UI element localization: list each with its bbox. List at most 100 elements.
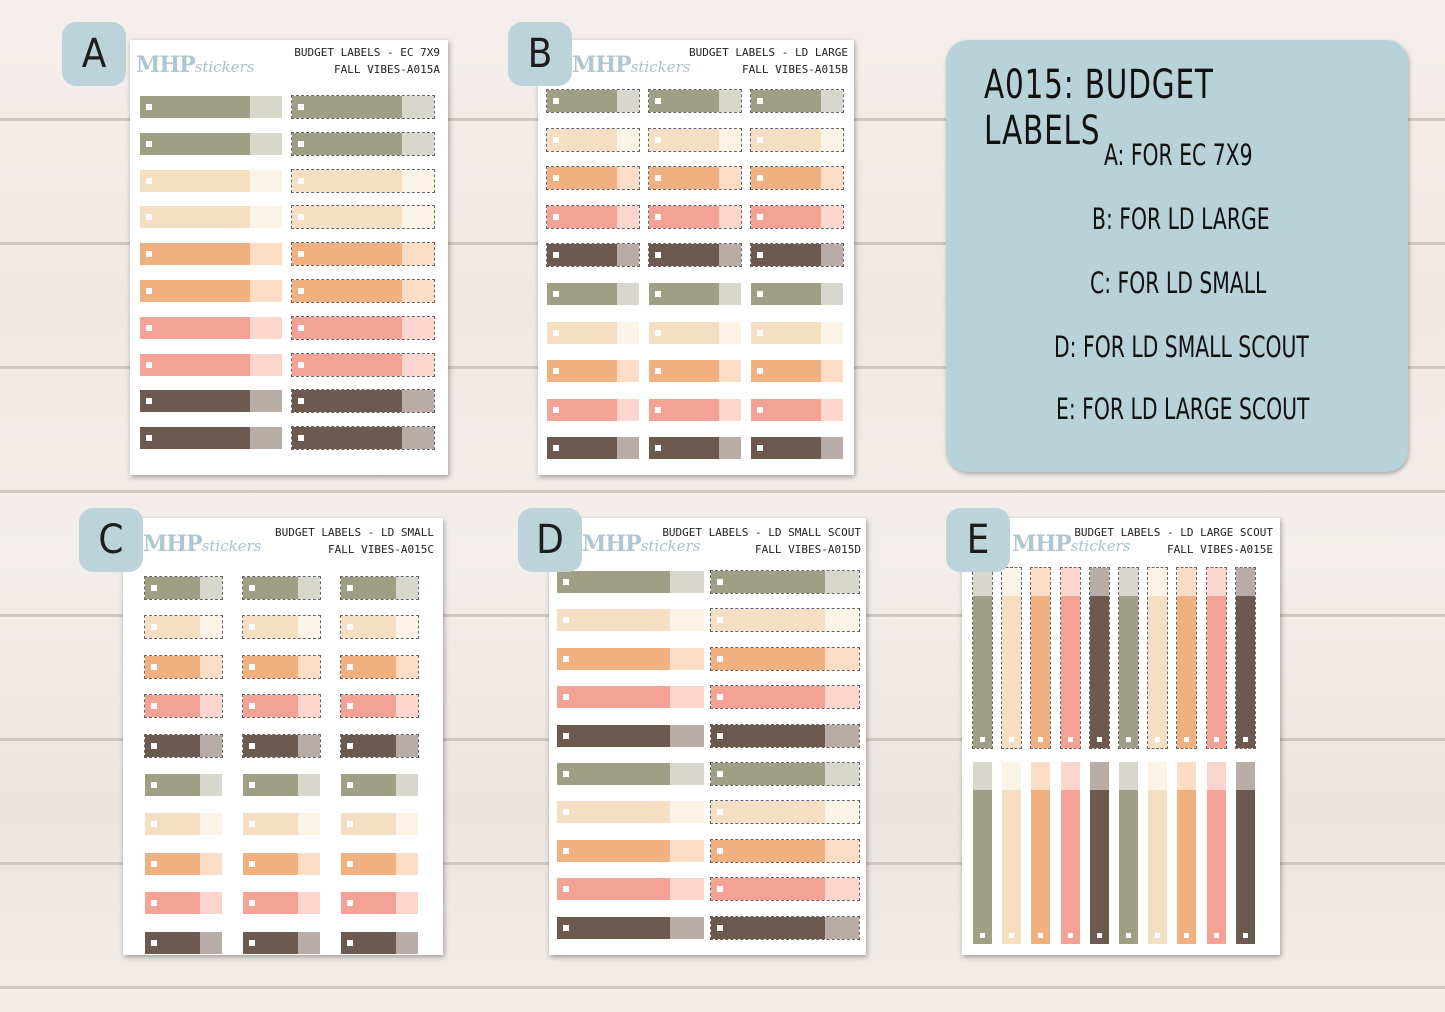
label-c-col2 [243,852,320,875]
vlabel-e-bottom [1177,762,1197,944]
label-a-left [140,96,282,118]
vlabel-e-bottom [1089,762,1109,944]
label-b-col1 [546,89,640,113]
label-a-right [291,352,435,377]
label-c-col3 [341,931,418,954]
label-b-col3 [750,204,844,229]
sheet-title-line1: BUDGET LABELS - LD SMALL [275,526,434,539]
label-a-right [291,95,435,119]
vlabel-e-bottom [1031,762,1051,944]
sheet-title-line2: FALL VIBES-A015B [742,63,848,76]
vlabel-e-top [1001,567,1023,749]
logo-a: MHPstickers [136,52,254,78]
label-c-col3 [341,774,418,796]
label-c-col1 [145,774,222,796]
logo-b: MHPstickers [572,52,690,78]
info-line-b: B: FOR LD LARGE [1092,202,1270,236]
label-b-col3 [751,437,843,460]
vlabel-e-top [1234,567,1256,749]
label-c-col3 [340,694,419,719]
label-d-right [710,800,860,825]
label-d-left [557,763,704,785]
vlabel-e-top [1147,567,1169,749]
label-a-left [140,169,282,192]
sheet-title-line1: BUDGET LABELS - LD SMALL SCOUT [662,526,861,539]
label-a-right [291,168,435,193]
badge-c: C [79,508,143,572]
label-c-col1 [144,694,223,719]
sheet-d-title: BUDGET LABELS - LD SMALL SCOUT FALL VIBE… [662,524,861,558]
label-a-left [140,243,282,266]
label-b-col1 [547,321,639,344]
badge-e: E [946,508,1010,572]
label-c-col2 [242,733,321,758]
label-a-right [291,279,435,303]
sheet-e-title: BUDGET LABELS - LD LARGE SCOUT FALL VIBE… [1074,524,1273,558]
label-d-right [710,915,860,940]
label-d-left [557,801,704,824]
logo-e: MHPstickers [1012,531,1130,557]
label-b-col1 [547,283,639,305]
sheet-title-line1: BUDGET LABELS - LD LARGE SCOUT [1074,526,1273,539]
label-c-col1 [145,931,222,954]
label-c-col1 [144,733,223,758]
info-line-a: A: FOR EC 7X9 [1104,138,1253,172]
label-d-left [557,609,704,632]
label-b-col2 [648,166,742,191]
label-b-col2 [648,204,742,229]
label-a-left [140,132,282,155]
label-d-left [557,878,704,901]
label-c-col2 [242,615,321,640]
info-line-d: D: FOR LD SMALL SCOUT [1054,330,1309,364]
label-a-left [140,206,282,229]
label-a-left [140,280,282,302]
vlabel-e-top [1088,567,1110,749]
label-d-right [710,723,860,748]
sheet-title-line2: FALL VIBES-A015E [1167,543,1273,556]
label-b-col1 [546,243,640,268]
badge-d: D [518,508,582,572]
label-a-right [291,389,435,414]
label-a-right [291,242,435,267]
label-d-right [710,877,860,902]
vlabel-e-top [972,567,993,749]
label-b-col1 [546,166,640,191]
vlabel-e-bottom [1002,762,1022,944]
info-title: A015: BUDGET LABELS [984,62,1214,154]
vlabel-e-bottom [1148,762,1168,944]
label-a-right [291,205,435,230]
vlabel-e-top [1118,567,1139,749]
label-b-col2 [649,398,741,421]
label-b-col3 [750,89,844,113]
label-c-col2 [243,931,320,954]
label-c-col2 [243,813,320,836]
label-b-col1 [547,360,639,383]
label-a-right [291,426,435,451]
label-c-col3 [340,654,419,679]
vlabel-e-bottom [1060,762,1080,944]
label-b-col3 [750,127,844,152]
logo-d: MHPstickers [582,531,700,557]
logo-bold: MHP [136,52,196,78]
label-c-col2 [243,774,320,796]
label-b-col1 [547,398,639,421]
label-d-right [710,838,860,863]
sheet-title-line2: FALL VIBES-A015C [328,543,434,556]
label-b-col3 [751,398,843,421]
vlabel-e-top [1030,567,1052,749]
label-a-right [291,131,435,156]
label-a-left [140,390,282,413]
vlabel-e-top [1059,567,1081,749]
label-b-col3 [751,283,843,305]
label-b-col1 [546,127,640,152]
label-d-right [710,608,860,633]
label-b-col2 [649,321,741,344]
label-c-col1 [144,576,223,600]
info-line-e: E: FOR LD LARGE SCOUT [1056,392,1310,426]
logo-c: MHPstickers [143,531,261,557]
label-b-col2 [648,127,742,152]
label-b-col2 [649,283,741,305]
sheet-b-title: BUDGET LABELS - LD LARGE FALL VIBES-A015… [689,44,848,78]
logo-script: stickers [194,58,255,76]
label-a-left [140,427,282,450]
